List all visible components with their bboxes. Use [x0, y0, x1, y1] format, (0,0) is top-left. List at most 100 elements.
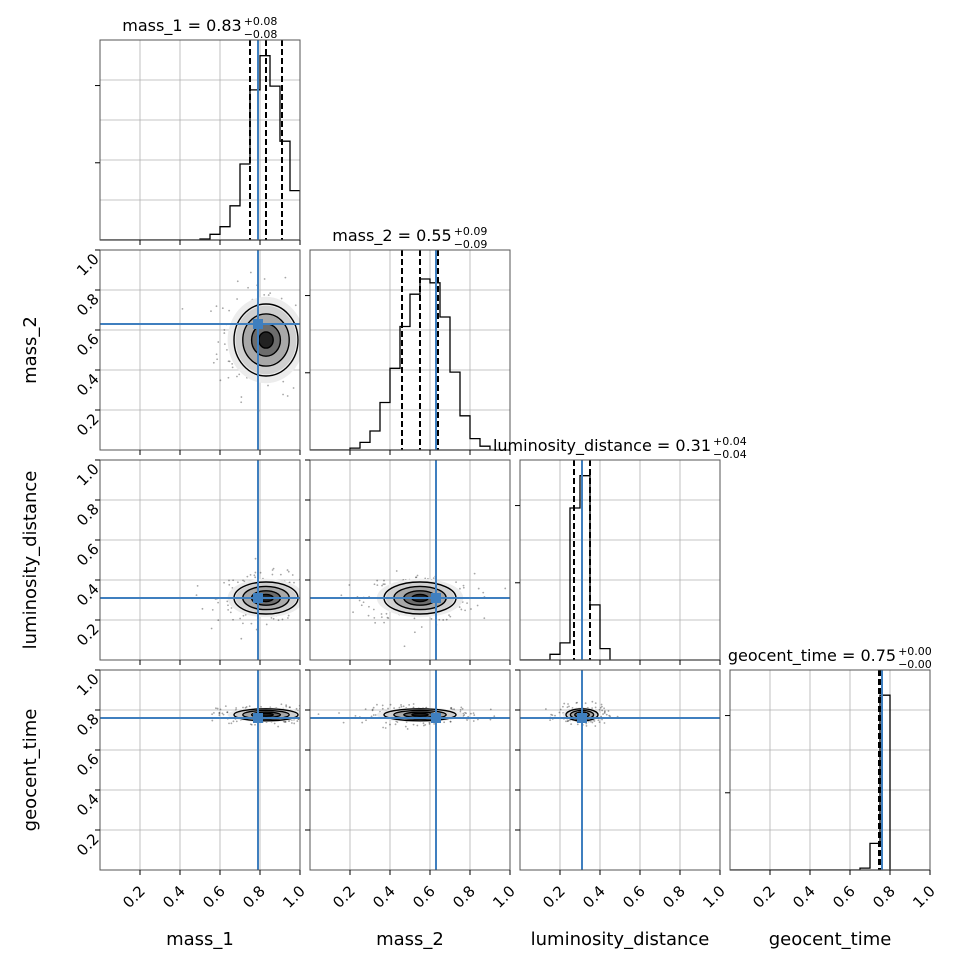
- scatter-point: [416, 574, 419, 577]
- scatter-point: [221, 307, 224, 310]
- histogram-step: [100, 55, 300, 240]
- scatter-point: [476, 604, 479, 607]
- scatter-point: [449, 615, 452, 618]
- panel-frame: [729, 669, 931, 871]
- scatter-point: [385, 721, 387, 724]
- title-upper-error: +0.04: [713, 435, 747, 448]
- scatter-point: [459, 709, 462, 711]
- scatter-point: [566, 706, 569, 709]
- scatter-point: [373, 616, 376, 619]
- scatter-point: [301, 616, 303, 618]
- scatter-point: [603, 707, 606, 710]
- scatter-point: [385, 612, 388, 615]
- contour-line: [411, 712, 429, 717]
- scatter-point: [263, 293, 266, 296]
- truth-marker: [577, 713, 587, 723]
- scatter-point: [293, 581, 295, 584]
- scatter-point: [292, 387, 295, 389]
- scatter-point: [226, 349, 228, 351]
- scatter-point: [254, 557, 257, 560]
- scatter-point: [316, 354, 318, 356]
- scatter-point: [243, 580, 246, 583]
- scatter-point: [249, 723, 252, 726]
- scatter-point: [362, 601, 365, 604]
- scatter-point: [598, 708, 601, 711]
- scatter-point: [240, 637, 243, 640]
- y-tick-label: 0.8: [73, 500, 103, 530]
- scatter-point: [314, 292, 316, 294]
- scatter-point: [281, 618, 284, 621]
- scatter-point: [287, 570, 290, 573]
- scatter-point: [221, 712, 224, 715]
- scatter-point: [598, 721, 601, 724]
- axes-decor: 0.2 0.4 0.6 0.8 1.0 0.2 0.4 0.6 0.8 1.0: [73, 669, 309, 912]
- y-tick-label: 0.4: [73, 580, 103, 610]
- scatter-point: [455, 581, 457, 584]
- scatter-point: [315, 317, 317, 319]
- scatter-point: [414, 576, 417, 579]
- scatter-point: [236, 298, 238, 300]
- scatter-point: [296, 720, 299, 722]
- scatter-point: [265, 623, 268, 626]
- scatter-point: [245, 706, 248, 708]
- scatter-point: [250, 723, 253, 726]
- x-tick-label: 0.2: [329, 882, 359, 912]
- hist-panel-mass_1: mass_1 = 0.83 +0.08−0.08: [95, 15, 301, 245]
- scatter-point: [367, 614, 370, 617]
- density-panel-luminosity_distance-vs-geocent_time: [520, 670, 720, 870]
- scatter-point: [381, 704, 384, 707]
- scatter-point: [585, 725, 588, 727]
- scatter-point: [477, 587, 480, 590]
- y-tick-label: 0.2: [73, 410, 103, 440]
- axes-decor: 0.2 0.4 0.6 0.8 1.0: [73, 459, 301, 665]
- scatter-point: [445, 618, 448, 621]
- x-tick-label: 1.0: [279, 882, 309, 912]
- contour-line: [383, 708, 457, 722]
- panel-frame: [309, 459, 511, 661]
- y-tick-label: 1.0: [73, 460, 103, 490]
- scatter-point: [387, 707, 389, 710]
- contour-line: [242, 313, 290, 367]
- scatter-point: [459, 587, 461, 590]
- scatter-point: [305, 705, 307, 707]
- x-tick-label: 0.8: [659, 882, 689, 912]
- contour-line: [242, 709, 290, 720]
- y-axis-label-luminosity_distance: luminosity_distance: [20, 471, 41, 650]
- scatter-point: [373, 583, 376, 586]
- y-tick-label: 0.4: [73, 370, 103, 400]
- scatter-point: [413, 617, 416, 620]
- scatter-point: [554, 714, 556, 717]
- title-lower-error: −0.09: [454, 238, 488, 251]
- scatter-point: [304, 597, 306, 599]
- scatter-point: [593, 720, 596, 722]
- scatter-point: [376, 579, 379, 582]
- x-tick-label: 0.6: [409, 882, 439, 912]
- title-mass_2: mass_2 = 0.55 +0.09−0.09: [332, 225, 487, 251]
- panel-title: geocent_time = 0.75: [728, 646, 896, 666]
- scatter-point: [591, 721, 594, 724]
- scatter-point: [217, 341, 220, 343]
- scatter-point: [360, 604, 363, 607]
- scatter-point: [195, 594, 198, 597]
- scatter-point: [372, 608, 375, 611]
- scatter-point: [544, 708, 547, 710]
- x-tick-label: 0.2: [539, 882, 569, 912]
- scatter-point: [386, 616, 389, 619]
- scatter-point: [608, 714, 611, 717]
- scatter-point: [448, 614, 450, 616]
- scatter-point: [279, 573, 282, 576]
- scatter-point: [393, 707, 395, 710]
- scatter-point: [460, 706, 463, 709]
- scatter-point: [422, 724, 425, 727]
- scatter-point: [466, 602, 468, 605]
- scatter-point: [389, 703, 392, 706]
- scatter-point: [259, 571, 262, 574]
- scatter-point: [246, 575, 249, 578]
- contour-line: [233, 708, 299, 722]
- scatter-point: [594, 706, 597, 709]
- scatter-point: [382, 726, 385, 729]
- scatter-point: [428, 721, 431, 724]
- scatter-point: [229, 611, 232, 614]
- scatter-point: [289, 706, 291, 709]
- x-tick-label: 1.0: [909, 882, 939, 912]
